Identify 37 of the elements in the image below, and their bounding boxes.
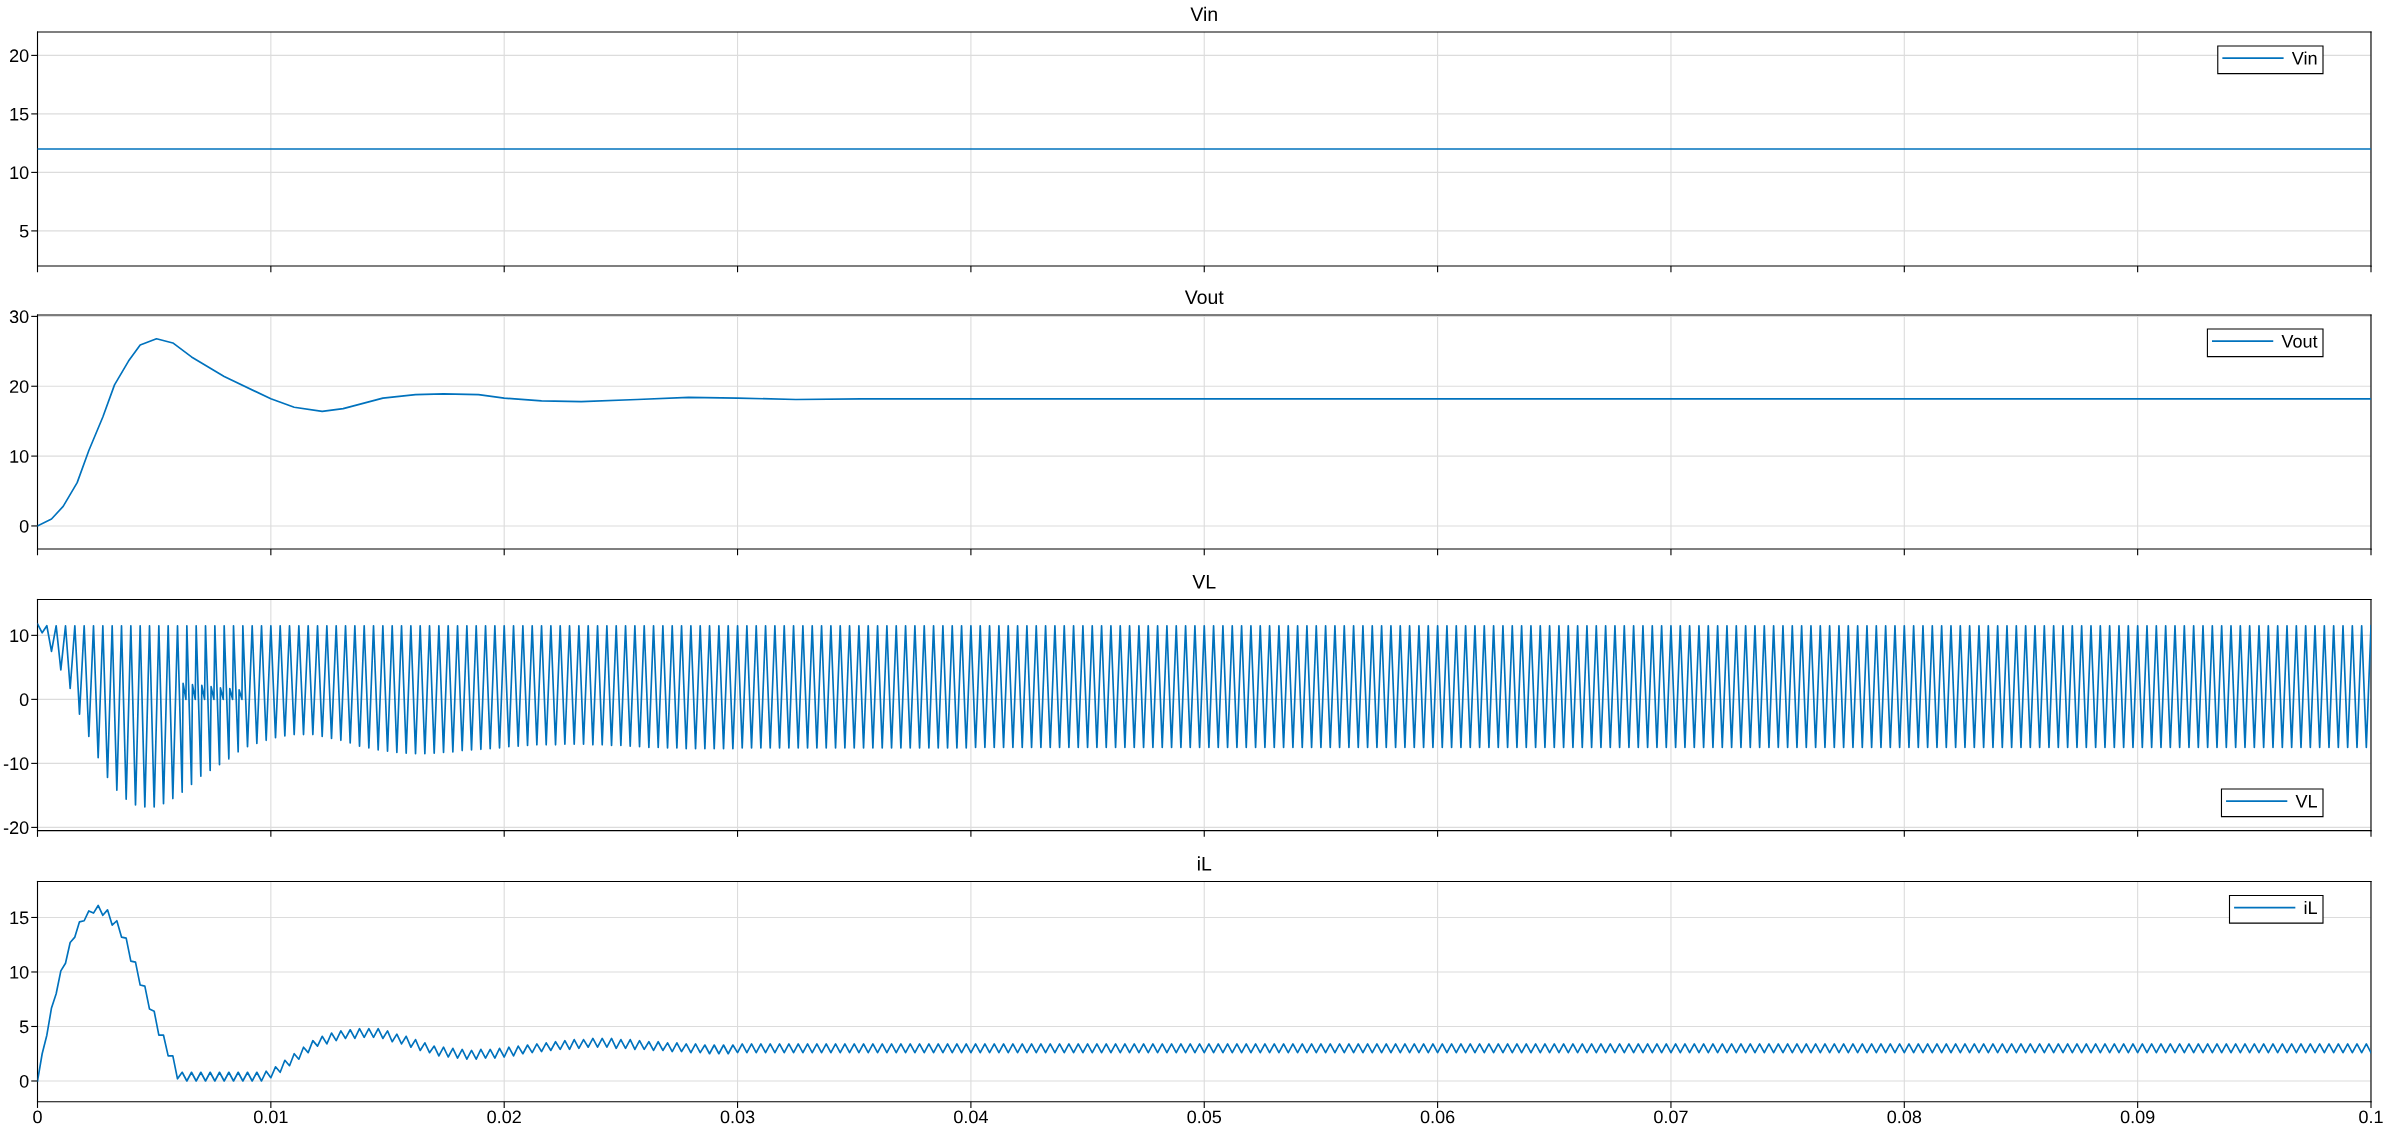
y-tick-label: 10 <box>10 166 29 180</box>
x-tick-label: 0.02 <box>487 1110 521 1124</box>
x-tick-label: 0.04 <box>954 1110 988 1124</box>
x-tick-label: 0.01 <box>253 1110 288 1124</box>
y-tick-label: 15 <box>10 108 29 121</box>
y-tick-label: -20 <box>3 821 29 835</box>
y-tick-label: 5 <box>19 1020 29 1034</box>
y-tick-label: 10 <box>10 450 29 463</box>
legend-label: iL <box>2304 900 2317 914</box>
y-tick-label: 20 <box>9 49 29 63</box>
chart-title: iL <box>1197 856 1212 871</box>
y-tick-label: -10 <box>3 757 29 771</box>
line-series <box>37 337 2371 527</box>
chart-title: Vin <box>1190 6 1217 21</box>
x-tick-label: 0.09 <box>2120 1110 2155 1124</box>
x-tick-label: 0.1 <box>2359 1110 2383 1124</box>
x-tick-label: 0.05 <box>1187 1110 1222 1124</box>
y-tick-label: 5 <box>19 225 29 238</box>
y-tick-label: 0 <box>19 1074 29 1088</box>
x-tick-label: 0.07 <box>1654 1110 1688 1124</box>
x-tick-label: 0 <box>33 1110 42 1124</box>
y-tick-label: 30 <box>9 310 29 324</box>
line-series <box>37 622 2371 808</box>
y-tick-label: 0 <box>19 693 29 707</box>
y-tick-label: 15 <box>10 911 29 925</box>
y-tick-label: 10 <box>10 629 29 643</box>
x-tick-label: 0.06 <box>1420 1110 1455 1124</box>
legend-label: Vout <box>2281 335 2318 348</box>
chart-title: Vout <box>1184 290 1224 305</box>
legend-label: VL <box>2295 795 2317 808</box>
y-tick-label: 20 <box>9 380 29 393</box>
x-tick-label: 0.08 <box>1887 1110 1922 1124</box>
y-tick-label: 10 <box>10 965 29 979</box>
y-tick-label: 0 <box>19 519 29 533</box>
chart-title: VL <box>1192 575 1216 589</box>
x-tick-label: 0.03 <box>720 1110 755 1124</box>
legend-label: Vin <box>2291 51 2317 65</box>
